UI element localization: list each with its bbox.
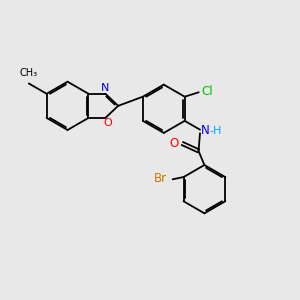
Text: Cl: Cl <box>201 85 213 98</box>
Text: N: N <box>201 124 210 137</box>
Text: -H: -H <box>209 126 222 136</box>
Text: N: N <box>101 83 110 94</box>
Text: O: O <box>169 137 179 150</box>
Text: Br: Br <box>154 172 167 185</box>
Text: CH₃: CH₃ <box>19 68 37 78</box>
Text: O: O <box>103 118 112 128</box>
